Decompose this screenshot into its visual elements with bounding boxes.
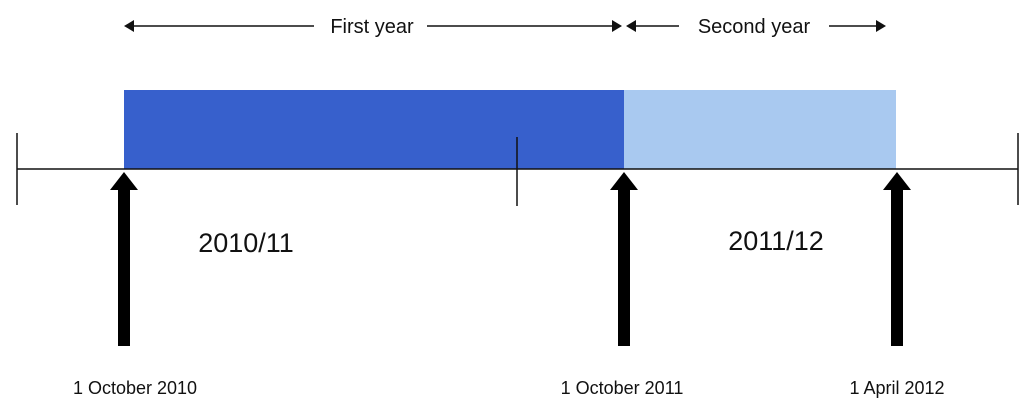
date-label-oct-2010: 1 October 2010 bbox=[73, 378, 197, 398]
date-label-oct-2011: 1 October 2011 bbox=[561, 378, 684, 398]
second-year-bar bbox=[624, 90, 896, 169]
first-year-bar bbox=[124, 90, 624, 169]
first-year-span-arrow bbox=[124, 20, 622, 32]
date-arrow-apr-2012 bbox=[883, 172, 911, 346]
tax-year-2011-12: 2011/12 bbox=[728, 226, 824, 256]
timeline-axis bbox=[16, 133, 1019, 206]
first-year-label: First year bbox=[330, 16, 414, 38]
tax-year-2010-11: 2010/11 bbox=[198, 228, 294, 258]
date-arrow-oct-2011 bbox=[610, 172, 638, 346]
date-label-apr-2012: 1 April 2012 bbox=[849, 378, 944, 398]
second-year-span-arrow bbox=[626, 20, 886, 32]
date-arrow-oct-2010 bbox=[110, 172, 138, 346]
second-year-label: Second year bbox=[698, 16, 811, 38]
